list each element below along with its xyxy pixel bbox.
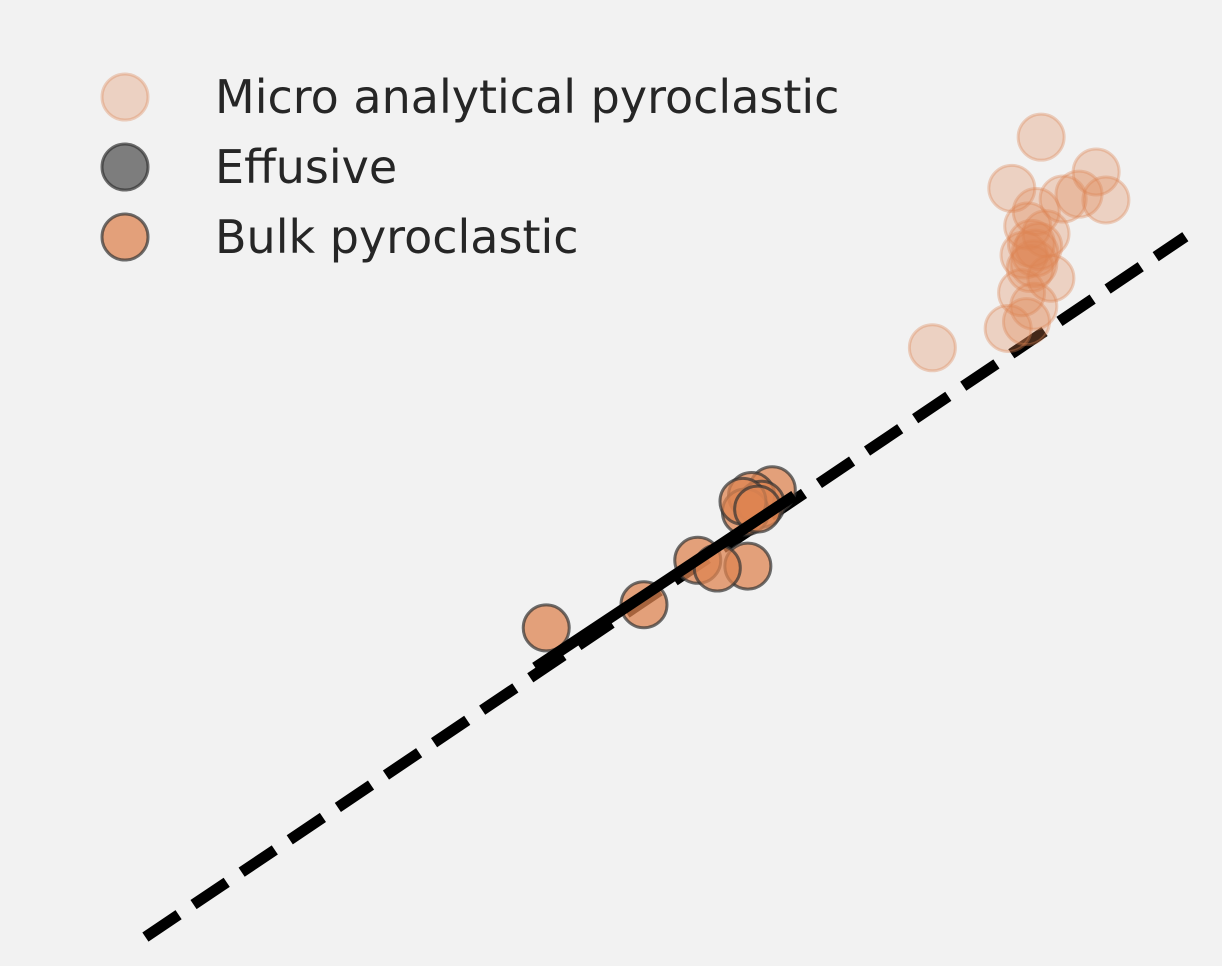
legend-marker-effusive: [100, 142, 150, 192]
point-micro-analytical-pyroclastic: [1071, 147, 1121, 197]
point-micro-analytical-pyroclastic: [1005, 244, 1055, 294]
point-micro-analytical-pyroclastic: [1054, 169, 1104, 219]
point-micro-analytical-pyroclastic: [1003, 201, 1053, 251]
legend: Micro analytical pyroclastic Effusive Bulk…: [100, 70, 839, 264]
point-micro-analytical-pyroclastic: [1016, 112, 1066, 162]
point-micro-analytical-pyroclastic: [1009, 281, 1059, 331]
point-micro-analytical-pyroclastic: [1026, 253, 1076, 303]
point-micro-analytical-pyroclastic: [987, 163, 1037, 213]
point-micro-analytical-pyroclastic: [1011, 187, 1061, 237]
solid-fit-line: [532, 490, 798, 673]
legend-marker-bulk-pyroclastic: [100, 212, 150, 262]
point-micro-analytical-pyroclastic: [907, 323, 957, 373]
trend-lines: [142, 232, 1189, 942]
point-micro-analytical-pyroclastic: [1014, 221, 1064, 271]
point-micro-analytical-pyroclastic: [1021, 209, 1071, 259]
point-micro-analytical-pyroclastic: [1010, 228, 1060, 278]
point-micro-analytical-pyroclastic: [983, 303, 1033, 353]
point-micro-analytical-pyroclastic: [1081, 175, 1131, 225]
point-micro-analytical-pyroclastic: [999, 230, 1049, 280]
legend-label-effusive: Effusive: [215, 140, 397, 194]
point-micro-analytical-pyroclastic: [997, 268, 1047, 318]
legend-label-micro-analytical-pyroclastic: Micro analytical pyroclastic: [215, 70, 839, 124]
legend-label-bulk-pyroclastic: Bulk pyroclastic: [215, 210, 579, 264]
point-micro-analytical-pyroclastic: [1006, 218, 1056, 268]
point-bulk-pyroclastic: [521, 603, 571, 653]
dashed-reference-line: [142, 232, 1189, 942]
legend-marker-micro-analytical-pyroclastic: [100, 72, 150, 122]
point-micro-analytical-pyroclastic: [1009, 239, 1059, 289]
data-points: [521, 112, 1131, 653]
point-micro-analytical-pyroclastic: [1038, 174, 1088, 224]
point-micro-analytical-pyroclastic: [1001, 297, 1051, 347]
